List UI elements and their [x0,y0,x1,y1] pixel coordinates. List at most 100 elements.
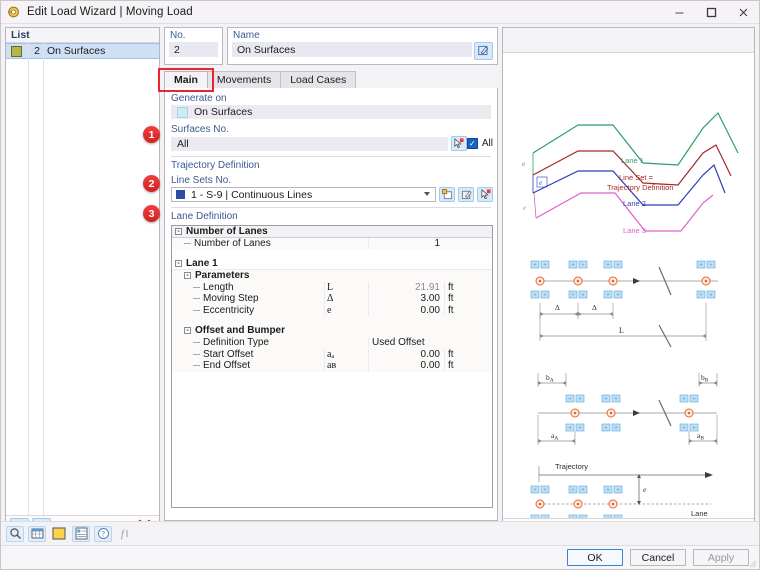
table-cell-value[interactable]: 3.00 [368,293,444,305]
close-button[interactable] [727,1,759,23]
lineset-label-1: Line Set = [619,173,654,182]
surfaces-no-input[interactable]: All [171,136,448,151]
legend-icon [75,527,87,540]
table-row[interactable]: End Offset aʙ 0.00 ft [172,359,492,372]
generate-on-swatch-icon [177,106,188,118]
lane-definition-label: Lane Definition [171,211,238,222]
table-row[interactable]: Eccentricity e 0.00 ft [172,304,492,317]
list-item[interactable]: 2 On Surfaces [6,43,159,59]
list-column-divider-2 [43,43,44,515]
table-cell-name: End Offset [172,360,324,371]
table-spacer-row [172,249,492,259]
table-cell-label: Lane 1 [186,257,218,269]
illustration-graphics: e e e Lane 1 Line Set = Trajectory Defin… [522,111,739,538]
e-label-2: e [539,179,542,187]
lane2-curve [532,163,726,206]
line-sets-no-combobox[interactable]: 1 - S-9 | Continuous Lines [171,187,436,202]
resize-grip-icon[interactable] [748,559,757,568]
maximize-icon [706,7,716,17]
annotation-badge-2: 2 [143,175,160,192]
table-row[interactable]: Moving Step Δ 3.00 ft [172,292,492,305]
table-cell-name: Definition Type [172,337,324,348]
moving-step-diagram: Δ Δ L [530,260,718,348]
table-cell-value[interactable]: 1 [368,237,444,249]
table-button[interactable] [28,525,46,542]
table-cell-name: Length [172,282,324,293]
main-form-panel: No. 2 Name On Surfaces Mai [158,27,498,563]
name-input[interactable]: On Surfaces [232,42,472,57]
table-cell-value[interactable]: 0.00 [368,304,444,316]
zoom-button[interactable] [6,525,24,542]
new-line-set-icon [441,189,452,200]
table-row[interactable]: - Parameters [172,269,492,282]
legend-button[interactable] [72,525,90,542]
table-cell-value[interactable]: 0.00 [368,348,444,360]
tab-movements[interactable]: Movements [206,71,282,88]
table-row[interactable]: Definition Type Used Offset [172,336,492,349]
table-cell-unit: ft [444,304,492,316]
collapse-expander-icon[interactable]: - [175,259,182,267]
table-cell-value[interactable]: 21.91 [368,281,444,293]
function-button[interactable]: f [116,526,134,542]
window-controls [663,1,759,23]
load-markers-3 [570,408,694,418]
number-input[interactable]: 2 [169,42,218,57]
lane-definition-table[interactable]: - Number of Lanes Number of Lanes 1- Lane 1-… [171,225,493,508]
edit-name-button[interactable] [474,41,493,60]
table-row[interactable]: - Offset and Bumper [172,325,492,337]
cancel-button[interactable]: Cancel [630,549,686,566]
lane-label: Lane [691,509,708,518]
table-row[interactable]: - Number of Lanes [172,226,492,238]
pick-surfaces-button[interactable] [450,136,467,151]
table-cell-name: Number of Lanes [172,238,324,249]
color-button[interactable] [50,526,68,542]
collapse-expander-icon[interactable]: - [175,227,182,235]
window-title: Edit Load Wizard | Moving Load [27,6,193,18]
table-cell-value[interactable]: 0.00 [368,360,444,372]
e-label-3: e [523,204,526,212]
pick-line-set-button[interactable] [477,187,493,202]
tree-connector-icon [184,242,191,244]
table-cell-name: - Number of Lanes [172,226,324,237]
table-cell-label: Length [203,281,234,293]
maximize-button[interactable] [695,1,727,23]
table-cell-unit: ft [444,348,492,360]
load-markers-2 [535,276,711,286]
tab-bar: Main Movements Load Cases [158,68,498,92]
table-cell-symbol: e [324,304,368,316]
tab-main[interactable]: Main [164,71,208,88]
new-line-set-button[interactable] [439,187,455,202]
delta-label-2: Δ [592,303,597,312]
table-row[interactable]: Number of Lanes 1 [172,237,492,250]
moving-load-app-icon [7,6,19,18]
lane3-curve [535,192,714,232]
surfaces-all-checkbox[interactable]: ✓ [466,138,478,149]
table-cell-label: Offset and Bumper [195,325,286,337]
list-item-label: On Surfaces [47,45,106,57]
edit-line-set-button[interactable] [458,187,474,202]
collapse-expander-icon[interactable]: - [184,327,191,335]
trajectory-label: Trajectory [555,462,588,471]
collapse-expander-icon[interactable]: - [184,272,191,280]
table-row[interactable]: Start Offset aₐ 0.00 ft [172,348,492,360]
help-button[interactable]: ? [94,525,112,542]
table-row[interactable]: Length L 21.91 ft [172,281,492,293]
e-arrow-3 [533,192,537,219]
apply-button[interactable]: Apply [693,549,749,566]
table-cell-symbol: L [324,281,368,293]
table-cell-value[interactable]: Used Offset [368,337,444,349]
delta-label-1: Δ [555,303,560,312]
aA-label: aA [551,431,558,442]
table-cell-name: - Lane 1 [172,258,324,269]
chevron-down-icon [424,192,430,196]
minimize-button[interactable] [663,1,695,23]
table-row[interactable]: - Lane 1 [172,258,492,270]
help-icon: ? [97,528,109,539]
svg-text:?: ? [101,530,105,539]
edit-name-icon [478,45,489,56]
tab-load-cases[interactable]: Load Cases [280,71,357,88]
ok-button[interactable]: OK [567,549,623,566]
generate-on-value[interactable]: On Surfaces [171,105,491,119]
name-field-group: Name On Surfaces [227,27,498,65]
